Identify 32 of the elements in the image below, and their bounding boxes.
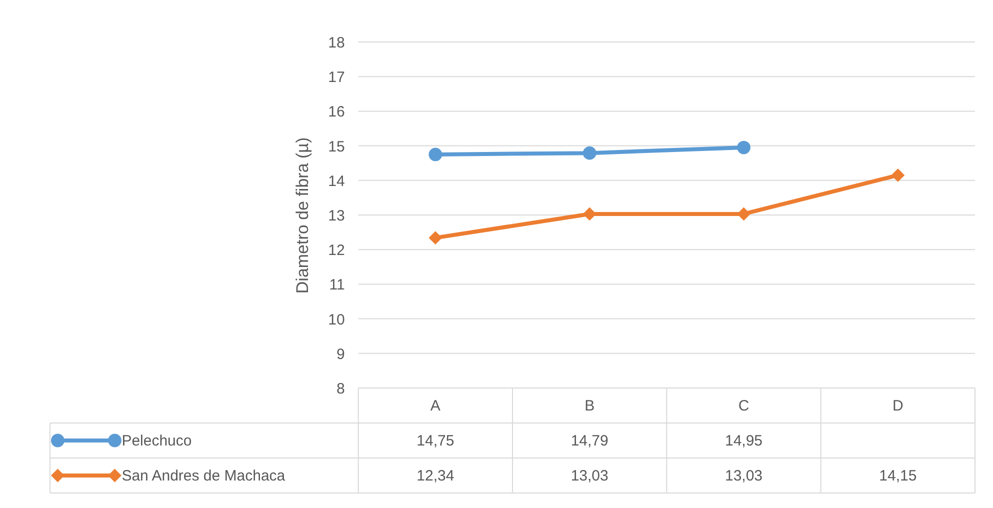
data-label: 14,75 — [416, 432, 454, 450]
data-label: 13,03 — [570, 468, 608, 484]
point — [428, 231, 442, 245]
y-axis-title: Diametro de fibra (µ) — [293, 137, 312, 294]
y-tick-label: 15 — [328, 138, 345, 156]
point — [582, 207, 596, 221]
data-label: 12,34 — [416, 468, 454, 484]
y-tick-label: 17 — [328, 69, 345, 86]
y-tick-label: 9 — [336, 346, 345, 363]
data-label: 14,95 — [724, 432, 763, 450]
y-tick-label: 16 — [328, 104, 345, 121]
x-tick-label: B — [584, 398, 595, 414]
point — [891, 168, 905, 182]
y-tick-label: 13 — [328, 208, 345, 224]
y-tick-label: 10 — [328, 311, 345, 328]
point — [428, 148, 442, 162]
x-tick-label: D — [892, 398, 904, 414]
y-tick-label: 18 — [328, 34, 345, 52]
y-tick-label: 11 — [329, 276, 345, 294]
legend-label: Pelechuco — [122, 432, 192, 450]
point — [582, 146, 596, 160]
point — [737, 207, 750, 221]
data-label: 13,03 — [724, 468, 763, 484]
point — [737, 140, 750, 154]
data-label: 14,15 — [879, 468, 917, 484]
x-tick-label: C — [738, 398, 750, 414]
x-tick-label: A — [430, 398, 440, 414]
y-tick-label: 12 — [328, 242, 345, 260]
y-tick-label: 14 — [328, 172, 345, 190]
y-tick-label: 8 — [336, 380, 345, 398]
legend-label: San Andres de Machaca — [122, 468, 286, 484]
data-label: 14,79 — [570, 432, 608, 450]
